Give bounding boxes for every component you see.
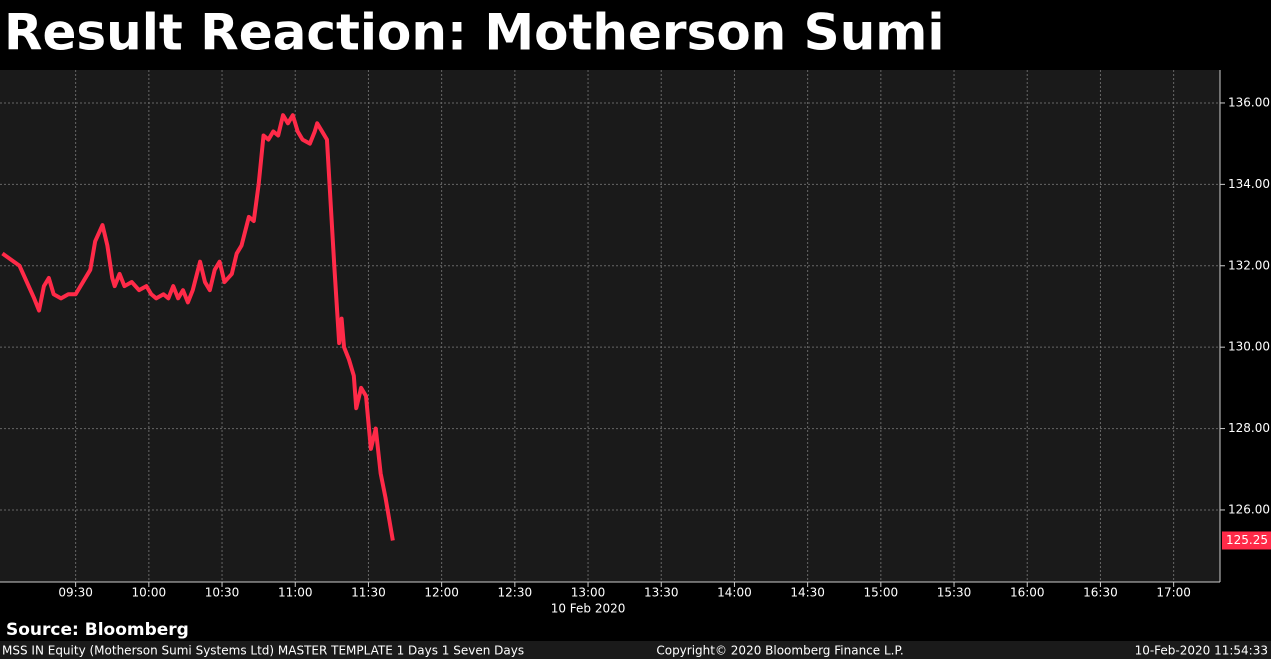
x-tick-label: 14:30: [790, 586, 825, 600]
y-tick-label: 128.00: [1228, 421, 1270, 435]
footer-right: 10-Feb-2020 11:54:33: [1135, 644, 1268, 658]
x-tick-label: 14:00: [717, 586, 752, 600]
footer-bar: [0, 641, 1271, 659]
y-tick-label: 126.00: [1228, 502, 1270, 516]
x-tick-label: 13:00: [571, 586, 606, 600]
x-tick-label: 13:30: [644, 586, 679, 600]
y-tick-label: 134.00: [1228, 177, 1270, 191]
x-tick-label: 15:00: [864, 586, 899, 600]
source: Source: Bloomberg: [6, 620, 189, 640]
y-tick-label: 130.00: [1228, 340, 1270, 354]
price-line: [1, 113, 395, 541]
x-tick-label: 11:30: [351, 586, 386, 600]
x-tick-label: 11:00: [278, 586, 313, 600]
x-tick-label: 16:30: [1083, 586, 1118, 600]
footer-left: MSS IN Equity (Motherson Sumi Systems Lt…: [2, 644, 524, 658]
footer-center: Copyright© 2020 Bloomberg Finance L.P.: [656, 644, 903, 658]
plot-area: [0, 70, 1220, 582]
last-value-label: 125.25: [1226, 533, 1268, 547]
x-tick-label: 15:30: [937, 586, 972, 600]
x-tick-label: 09:30: [58, 586, 93, 600]
x-tick-label: 10:30: [205, 586, 240, 600]
last-value-box: [1222, 531, 1271, 550]
chart-title: Result Reaction: Motherson Sumi: [4, 4, 945, 62]
x-tick-label: 10:00: [132, 586, 167, 600]
x-tick-label: 16:00: [1010, 586, 1045, 600]
x-tick-label: 12:00: [424, 586, 459, 600]
x-tick-label: 17:00: [1156, 586, 1191, 600]
x-date-label: 10 Feb 2020: [551, 602, 626, 616]
y-tick-label: 136.00: [1228, 95, 1270, 109]
y-tick-label: 132.00: [1228, 258, 1270, 272]
x-tick-label: 12:30: [498, 586, 533, 600]
